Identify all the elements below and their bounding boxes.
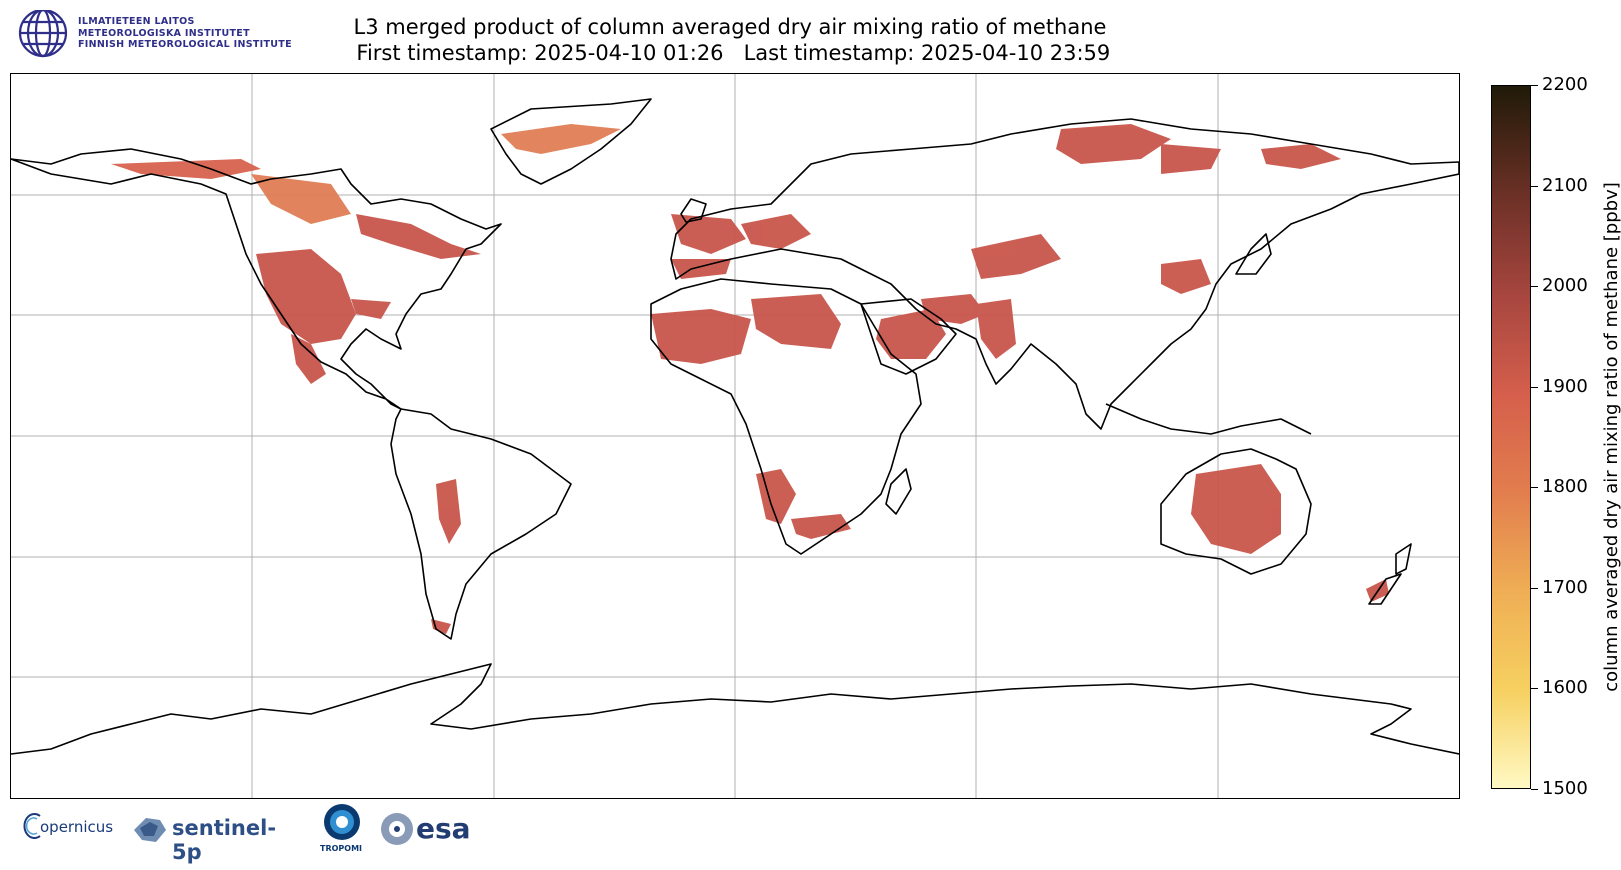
esa-logo: esa (380, 810, 480, 850)
esa-emblem-icon (381, 813, 413, 845)
data-patch-china-east (1161, 259, 1211, 294)
data-patch-argentina (436, 479, 461, 544)
world-map (10, 73, 1460, 799)
copernicus-text: opernicus (40, 818, 114, 836)
tropomi-logo: TROPOMI (318, 802, 366, 860)
colorbar-tick (1531, 688, 1538, 689)
footer-logos: opernicus sentinel-5p TROPOMI esa (18, 804, 518, 864)
coastline-japan (1235, 233, 1272, 275)
colorbar-tick (1531, 286, 1538, 287)
data-patch-europe-central (741, 214, 811, 249)
coastline-nz-south (1368, 573, 1402, 605)
coastline-arabia (860, 298, 957, 375)
data-patch-canada-east (356, 214, 481, 259)
gridlines (11, 74, 1459, 798)
coastline-uk (680, 198, 707, 223)
colorbar-tick-label: 2000 (1542, 275, 1588, 296)
data-patch-patagonia (431, 619, 451, 634)
fmi-emblem-icon (18, 8, 68, 58)
coastline-north-america (11, 148, 502, 410)
coastline-nz-north (1395, 543, 1412, 575)
data-patch-india (976, 299, 1016, 359)
fmi-logo (18, 8, 298, 58)
sentinel-text: sentinel-5p (172, 816, 277, 864)
data-patch-siberia-central (1161, 144, 1221, 174)
institute-line-fi: ILMATIETEEN LAITOS (78, 16, 195, 27)
tropomi-text: TROPOMI (320, 844, 363, 853)
map-title: L3 merged product of column averaged dry… (300, 14, 1160, 66)
institute-line-sv: METEOROLOGISKA INSTITUTET (78, 27, 250, 39)
colorbar-tick (1531, 387, 1538, 388)
coastline-indonesia (1105, 403, 1312, 435)
data-patch-siberia-east (1261, 144, 1341, 169)
coastline-madagascar (885, 468, 912, 515)
colorbar-tick (1531, 588, 1538, 589)
colorbar-tick (1531, 85, 1538, 86)
data-patch-sahara-east (751, 294, 841, 349)
tropomi-eye-icon (324, 804, 360, 840)
data-patch-arabia (876, 309, 946, 359)
title-line-2: First timestamp: 2025-04-10 01:26 Last t… (349, 41, 1111, 65)
coastline-australia (1160, 448, 1312, 575)
colorbar-tick-label: 1700 (1542, 577, 1588, 598)
colorbar-tick (1531, 487, 1538, 488)
data-patch-greenland (501, 124, 621, 154)
data-patch-siberia-west (1056, 124, 1171, 164)
colorbar-tick-label: 1500 (1542, 778, 1588, 799)
data-patch-mexico (291, 334, 326, 384)
map-canvas (11, 74, 1459, 798)
coastline-eurasia (670, 118, 1459, 430)
title-line-1: L3 merged product of column averaged dry… (353, 15, 1107, 39)
data-patch-australia (1191, 464, 1281, 554)
data-patch-europe-west (671, 214, 746, 254)
coastline-antarctica (11, 663, 1459, 755)
fmi-institute-text: ILMATIETEEN LAITOS METEOROLOGISKA INSTIT… (78, 16, 292, 51)
colorbar-tick (1531, 789, 1538, 790)
sentinel-satellite-icon (134, 818, 166, 842)
colorbar (1491, 85, 1531, 789)
data-patch-namibia (756, 469, 796, 524)
colorbar-tick (1531, 186, 1538, 187)
coastlines (11, 98, 1459, 755)
coastline-greenland (490, 98, 652, 185)
data-patch-us-southeast (351, 299, 391, 319)
data-patch-central-asia (971, 234, 1061, 279)
copernicus-c-icon (23, 813, 41, 839)
data-patch-alaska-canada (111, 159, 261, 179)
institute-line-en: FINNISH METEOROLOGICAL INSTITUTE (78, 39, 292, 50)
colorbar-tick-label: 1900 (1542, 376, 1588, 397)
coastline-africa (650, 278, 922, 555)
colorbar-tick-label: 1600 (1542, 677, 1588, 698)
copernicus-logo: opernicus (18, 812, 113, 852)
colorbar-tick-label: 1800 (1542, 476, 1588, 497)
colorbar-tick-label: 2200 (1542, 74, 1588, 95)
data-patch-canada-west (251, 174, 351, 224)
coastline-south-america (390, 408, 572, 640)
data-patch-iberia (671, 259, 731, 279)
colorbar-tick-label: 2100 (1542, 175, 1588, 196)
sentinel-logo: sentinel-5p (130, 806, 300, 864)
esa-text: esa (416, 812, 471, 845)
data-patch-sahara-west (651, 309, 751, 364)
colorbar-label: column averaged dry air mixing ratio of … (1601, 182, 1621, 692)
data-patch-north-america (256, 249, 356, 344)
data-patch-south-africa (791, 514, 851, 539)
